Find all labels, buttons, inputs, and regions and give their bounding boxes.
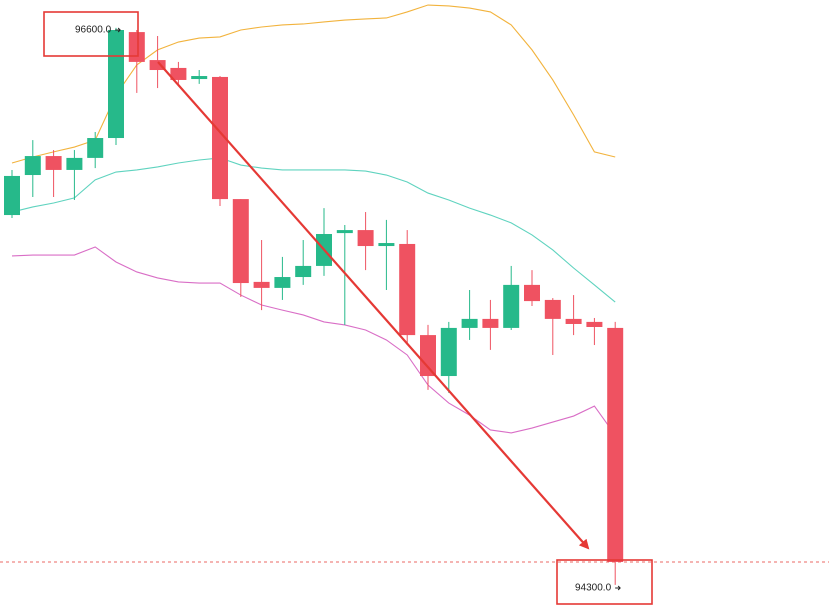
candle-body [544, 299, 561, 319]
arrow-icon [115, 27, 121, 33]
candle-body [87, 138, 104, 158]
price-box [556, 559, 653, 605]
candle-body [212, 76, 228, 200]
candle-body [461, 318, 478, 328]
candle-body [149, 60, 166, 71]
candle-body [586, 321, 603, 327]
candle-body [232, 199, 249, 284]
candle-body [440, 327, 457, 377]
candle-body [524, 284, 540, 302]
band-line [11, 157, 616, 303]
candle-body [420, 335, 436, 377]
candle-body [4, 175, 20, 216]
bands [11, 4, 616, 436]
candle-body [170, 67, 187, 80]
arrow-icon [615, 585, 621, 591]
candles [4, 27, 624, 585]
annotations: 96600.0 94300.0 [0, 11, 829, 605]
candle-body [253, 281, 270, 288]
candle-body [108, 30, 124, 139]
band-line [11, 246, 616, 436]
candle-body [191, 76, 208, 80]
candle-body [128, 32, 145, 62]
candle-body [482, 318, 499, 328]
candle-body [565, 318, 582, 324]
candle-body [66, 157, 83, 170]
candle-body [378, 243, 395, 247]
candle-body [607, 327, 624, 562]
trend-arrow [157, 61, 590, 550]
candle-body [357, 230, 374, 247]
candle-body [503, 284, 520, 328]
candle-body [336, 230, 353, 234]
price-label: 94300.0 [575, 583, 612, 594]
price-label: 96600.0 [75, 25, 112, 36]
candle-body [295, 265, 312, 278]
candle-body [274, 277, 291, 288]
candle-body [24, 156, 41, 176]
candle-body [45, 156, 62, 170]
candle-body [399, 243, 416, 336]
price-box [43, 11, 139, 57]
